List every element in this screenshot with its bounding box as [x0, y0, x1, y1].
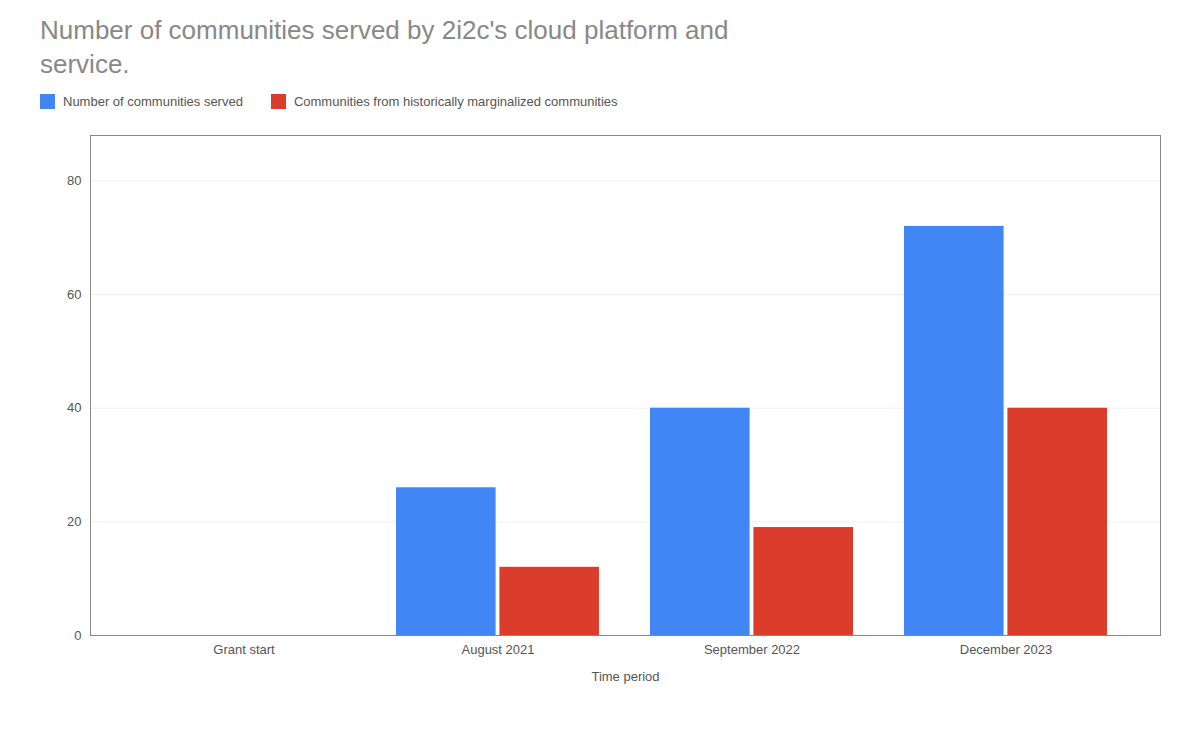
svg-text:60: 60 — [67, 286, 81, 301]
svg-text:Time period: Time period — [591, 668, 659, 683]
svg-text:December 2023: December 2023 — [960, 641, 1053, 656]
html-text:Communities from historically: Communities from historically marginaliz… — [293, 93, 618, 109]
svg-text:20: 20 — [67, 514, 81, 529]
svg-text:0: 0 — [74, 627, 81, 642]
svg-text:80: 80 — [67, 173, 81, 188]
svg-text:40: 40 — [67, 400, 81, 415]
svg-text:September 2022: September 2022 — [704, 641, 800, 656]
html-text:Number of communities served b: Number of communities served by 2i2c's c… — [40, 15, 729, 79]
svg-text:Grant start: Grant start — [213, 641, 275, 656]
svg-text:August 2021: August 2021 — [461, 641, 534, 656]
html-text:Number of communities served: Number of communities served — [63, 93, 243, 109]
